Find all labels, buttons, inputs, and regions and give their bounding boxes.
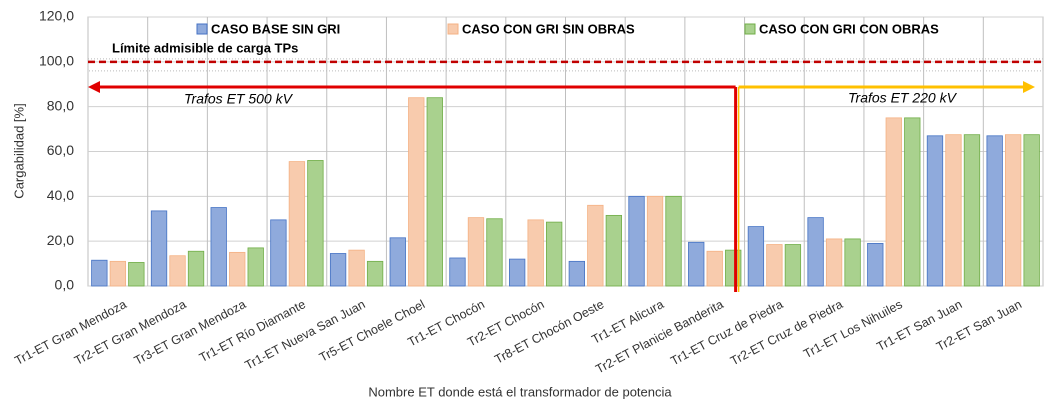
annotation: Trafos ET 500 kV [184, 91, 294, 107]
legend-swatch [196, 23, 208, 35]
bar [867, 243, 884, 287]
legend-label: CASO BASE SIN GRI [211, 21, 340, 36]
bar [628, 195, 645, 287]
bar [247, 247, 264, 287]
bar [665, 195, 682, 287]
y-tick-label: 60,0 [47, 142, 74, 158]
bar [825, 238, 843, 287]
arrow-head [88, 81, 100, 93]
legend-label: CASO CON GRI SIN OBRAS [462, 21, 635, 36]
bar [784, 244, 802, 287]
bar [307, 160, 324, 287]
bar [509, 258, 526, 287]
y-tick-label: 40,0 [47, 187, 74, 203]
bar [329, 253, 347, 287]
arrow-head [1023, 81, 1035, 93]
bar [844, 238, 861, 287]
bar [646, 195, 664, 287]
limit-band [87, 58, 1044, 72]
legend-swatch [447, 23, 459, 35]
bar [270, 219, 287, 287]
bar [128, 262, 145, 287]
bar [229, 251, 246, 287]
x-tick-label: Tr5-ET Choele Choel [317, 297, 427, 364]
bar [807, 217, 824, 287]
bar [904, 117, 921, 287]
bar [187, 250, 205, 287]
y-tick-label: 0,0 [55, 277, 75, 293]
x-tick-label: Tr2-ET Gran Mendoza [72, 297, 188, 368]
annotation: Trafos ET 220 kV [848, 90, 958, 106]
x-tick-label: Tr1-ET Cruz de Piedra [668, 297, 785, 368]
bar [389, 237, 406, 287]
bar [210, 207, 227, 287]
bar [426, 97, 443, 287]
bar [449, 257, 466, 287]
bar [605, 214, 622, 287]
x-tick-label: Tr2-ET Cruz de Piedra [728, 297, 845, 368]
bar [963, 134, 981, 287]
y-tick-label: 100,0 [39, 53, 74, 69]
bar [587, 204, 604, 287]
y-axis-label: Cargabilidad [%] [11, 103, 26, 198]
x-tick-label: Tr8-ET Chocón Oeste [492, 297, 606, 366]
bar [766, 244, 783, 287]
bar [926, 135, 944, 287]
y-tick-label: 80,0 [47, 97, 74, 113]
bar [486, 218, 503, 287]
legend-swatch [744, 23, 756, 35]
bar [467, 217, 485, 287]
bar [747, 226, 765, 287]
bar [1005, 134, 1022, 287]
x-tick-label: Tr3-ET Gran Mendoza [132, 297, 248, 368]
bar [945, 134, 962, 287]
y-tick-label: 120,0 [39, 8, 74, 24]
x-axis-label: Nombre ET donde está el transformador de… [368, 384, 672, 399]
bar [527, 219, 544, 287]
limit-label: Límite admisible de carga TPs [112, 40, 298, 55]
y-tick-label: 20,0 [47, 232, 74, 248]
bar [109, 260, 126, 287]
bar [706, 250, 723, 287]
bar [688, 241, 705, 287]
bar [366, 260, 384, 287]
bar [885, 117, 902, 287]
x-tick-label: Tr1-ET Los Nihuiles [801, 297, 904, 361]
bar [568, 260, 585, 287]
bar [288, 161, 306, 287]
bar [150, 210, 168, 287]
bar [169, 255, 186, 287]
bar [1023, 134, 1040, 287]
bar [986, 135, 1003, 287]
bar [408, 97, 425, 287]
x-tick-label: Tr1-ET Gran Mendoza [12, 297, 128, 368]
bar [348, 249, 365, 287]
bar [91, 259, 108, 287]
bar [546, 221, 563, 287]
legend-label: CASO CON GRI CON OBRAS [759, 21, 939, 36]
